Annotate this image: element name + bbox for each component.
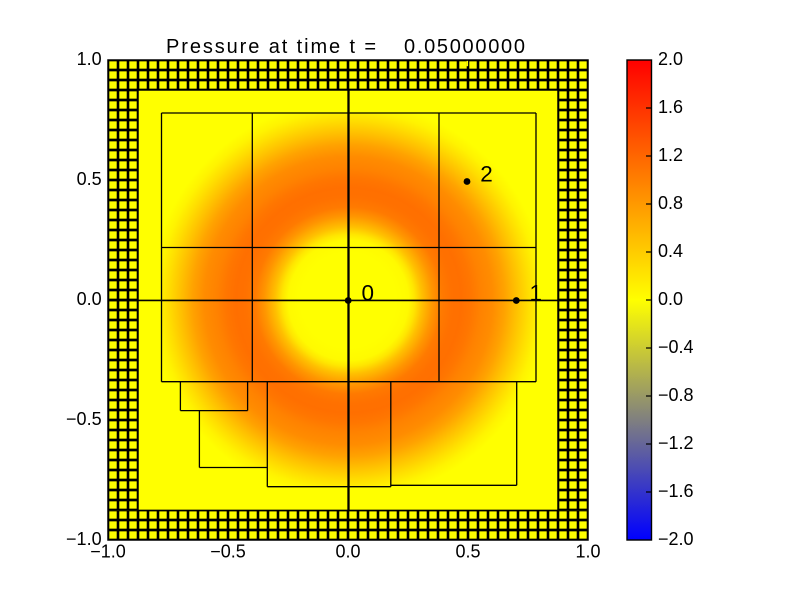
svg-text:−0.8: −0.8 (658, 385, 694, 405)
svg-text:0.0: 0.0 (77, 289, 102, 309)
svg-text:−1.0: −1.0 (66, 529, 102, 549)
svg-text:−2.0: −2.0 (658, 529, 694, 549)
svg-text:−0.4: −0.4 (658, 337, 694, 357)
svg-text:0: 0 (362, 280, 375, 305)
svg-text:0.05000000: 0.05000000 (404, 36, 527, 58)
svg-text:−1.2: −1.2 (658, 433, 694, 453)
svg-text:2.0: 2.0 (658, 49, 683, 69)
svg-text:0.0: 0.0 (335, 542, 360, 562)
svg-text:−0.5: −0.5 (66, 409, 102, 429)
svg-text:−1.0: −1.0 (90, 542, 126, 562)
svg-text:0.4: 0.4 (658, 241, 683, 261)
svg-text:1: 1 (530, 280, 543, 305)
svg-text:0.5: 0.5 (77, 169, 102, 189)
svg-text:1.2: 1.2 (658, 145, 683, 165)
svg-text:0.0: 0.0 (658, 289, 683, 309)
svg-text:2: 2 (480, 161, 493, 186)
svg-text:1.0: 1.0 (575, 542, 600, 562)
svg-text:0.8: 0.8 (658, 193, 683, 213)
svg-text:Pressure at time t =: Pressure at time t = (166, 36, 378, 58)
svg-text:0.5: 0.5 (455, 542, 480, 562)
svg-text:1.0: 1.0 (77, 49, 102, 69)
svg-text:−0.5: −0.5 (210, 542, 246, 562)
svg-text:1.6: 1.6 (658, 97, 683, 117)
svg-text:−1.6: −1.6 (658, 481, 694, 501)
